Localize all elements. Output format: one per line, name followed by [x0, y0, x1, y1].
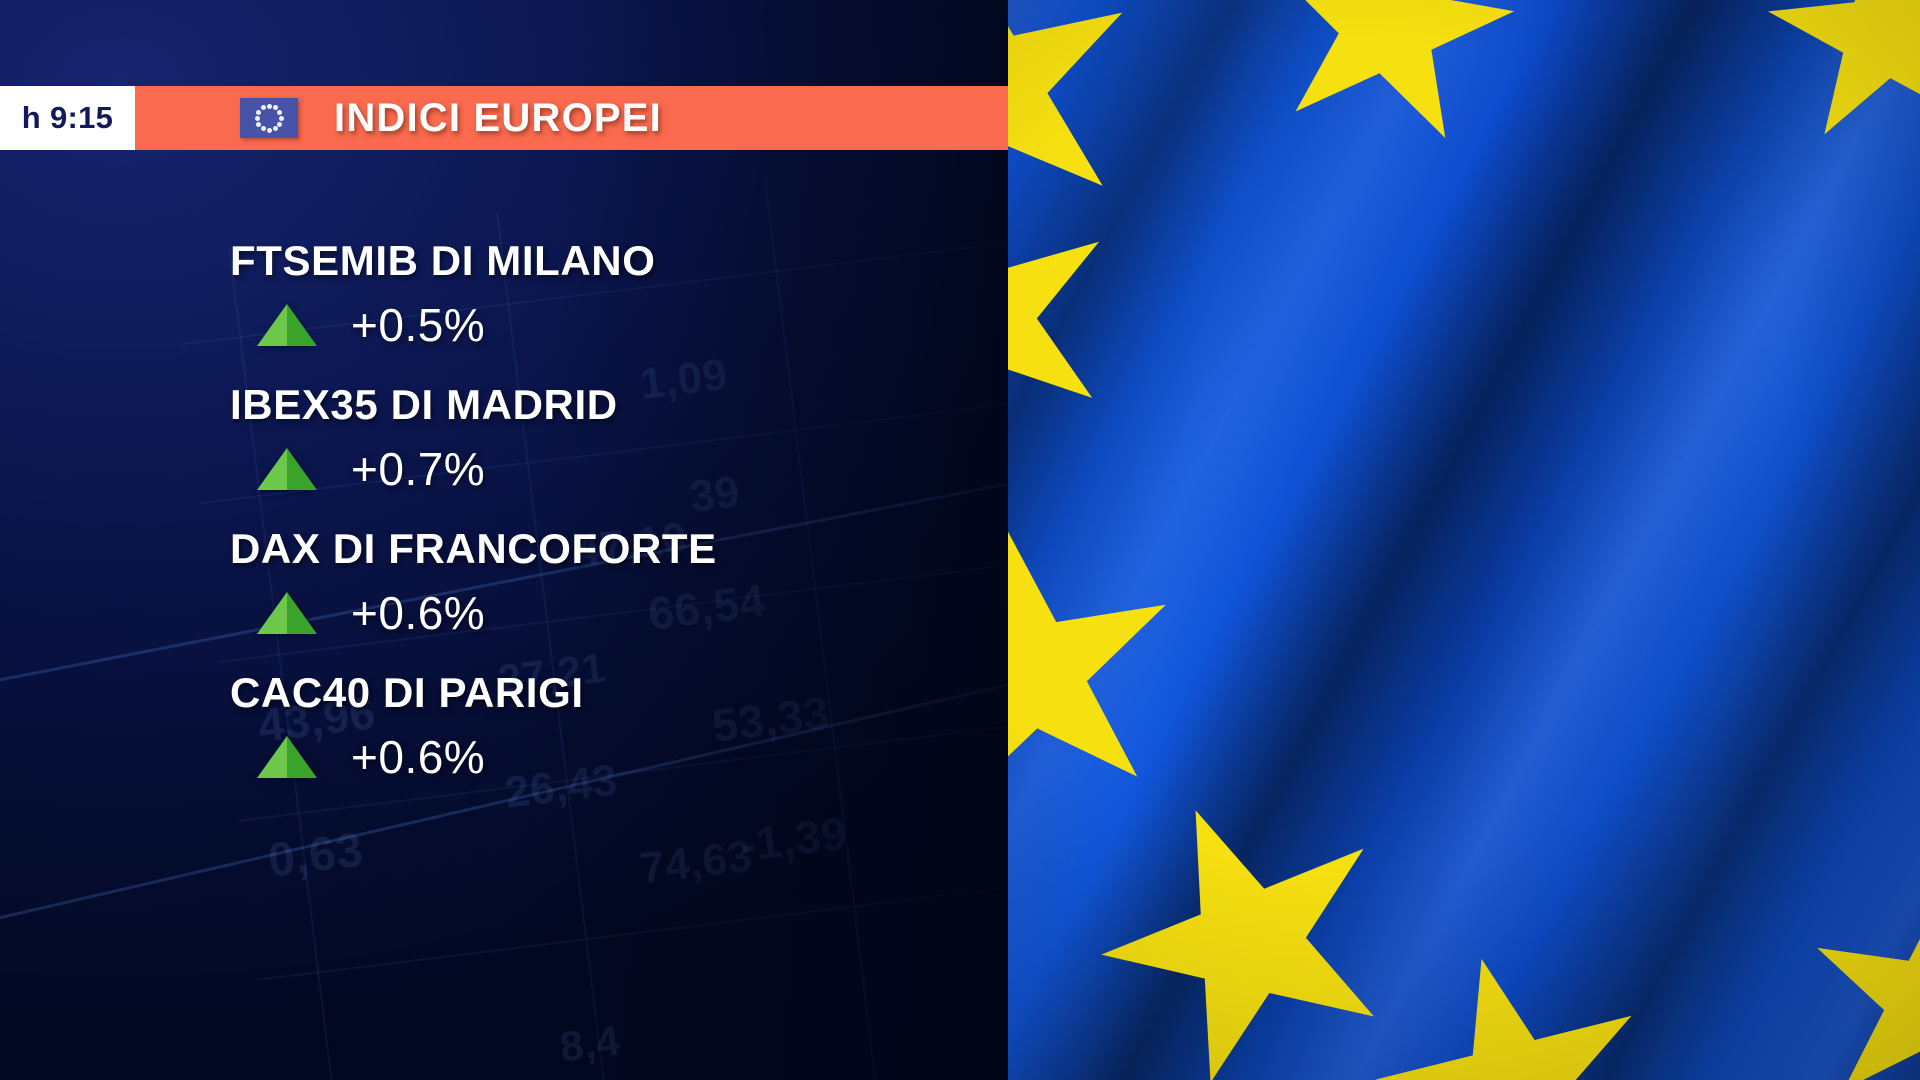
index-change-value: +0.7% [351, 443, 486, 495]
triangle-up-icon [257, 736, 317, 778]
eu-flag-star [266, 103, 272, 109]
triangle-up-icon [257, 448, 317, 490]
eu-flag-photo [1008, 0, 1920, 1080]
index-change-value: +0.6% [351, 731, 486, 783]
header-strip: h 9:15 INDICI EUROPEI [0, 86, 1008, 150]
index-change-value: +0.5% [351, 299, 486, 351]
triangle-up-icon [257, 592, 317, 634]
triangle-up-icon [257, 304, 317, 346]
eu-flag-star [260, 105, 266, 111]
flag-vignette [1008, 0, 1920, 1080]
title-bar: INDICI EUROPEI [135, 86, 1008, 150]
index-list: FTSEMIB DI MILANO +0.5% IBEX35 DI MADRID +0… [0, 240, 1008, 816]
eu-flag-star [272, 125, 278, 131]
flag-cloth-texture [1008, 0, 1920, 1080]
index-change: +0.6% [230, 586, 1008, 640]
index-row: CAC40 DI PARIGI +0.6% [0, 672, 1008, 784]
index-change: +0.6% [230, 730, 1008, 784]
eu-flag-icon [240, 98, 298, 138]
eu-flag-star [266, 127, 272, 133]
eu-flag-star [278, 115, 284, 121]
page-title: INDICI EUROPEI [334, 95, 662, 140]
eu-flag-star [256, 121, 262, 127]
index-row: DAX DI FRANCOFORTE +0.6% [0, 528, 1008, 640]
index-name: IBEX35 DI MADRID [230, 381, 618, 428]
info-panel: 1,093947,1066,5427,2153,3343,9626,4374,6… [0, 0, 1008, 1080]
index-name: FTSEMIB DI MILANO [230, 237, 656, 284]
index-change: +0.7% [230, 442, 1008, 496]
eu-flag-star [276, 109, 282, 115]
eu-flag-star [272, 105, 278, 111]
index-row: IBEX35 DI MADRID +0.7% [0, 384, 1008, 496]
index-change: +0.5% [230, 298, 1008, 352]
eu-flag-star [276, 121, 282, 127]
time-label: h 9:15 [21, 100, 114, 135]
eu-flag-star [260, 125, 266, 131]
eu-flag-star [254, 115, 260, 121]
panel-edge-fade [0, 0, 1008, 1080]
index-change-value: +0.6% [351, 587, 486, 639]
index-name: DAX DI FRANCOFORTE [230, 525, 717, 572]
index-name: CAC40 DI PARIGI [230, 669, 584, 716]
index-row: FTSEMIB DI MILANO +0.5% [0, 240, 1008, 352]
eu-flag-star [256, 109, 262, 115]
time-box: h 9:15 [0, 86, 135, 150]
